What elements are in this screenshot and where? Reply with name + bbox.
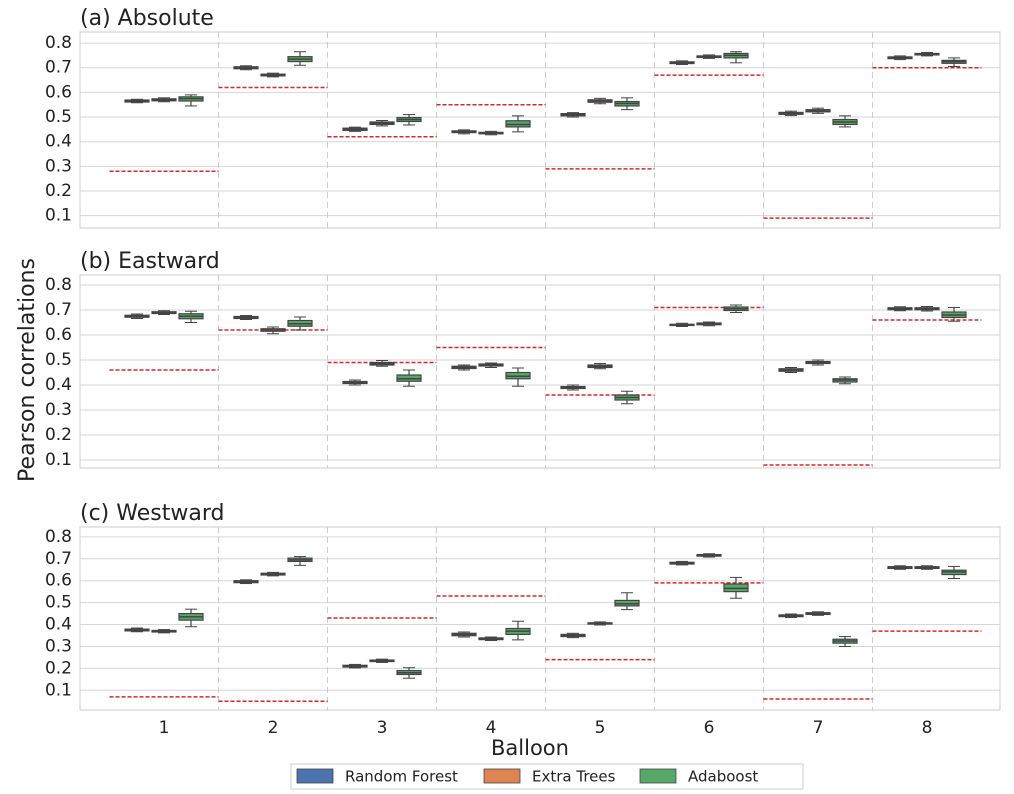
y-tick-label: 0.1	[45, 206, 72, 226]
panel-title: (c) Westward	[80, 501, 224, 526]
legend: Random Forest Extra Trees Adaboost	[290, 763, 804, 790]
x-tick-label: 7	[813, 718, 824, 738]
y-tick-label: 0.3	[45, 636, 72, 656]
legend-swatch	[483, 768, 521, 784]
y-tick-label: 0.8	[45, 527, 72, 547]
y-tick-label: 0.7	[45, 549, 72, 569]
y-tick-label: 0.7	[45, 300, 72, 320]
legend-swatch	[296, 768, 334, 784]
y-tick-label: 0.4	[45, 615, 72, 635]
x-tick-label: 6	[704, 718, 715, 738]
y-tick-label: 0.3	[45, 400, 72, 420]
x-tick-label: 2	[268, 718, 279, 738]
y-tick-label: 0.8	[45, 33, 72, 53]
panel-title: (b) Eastward	[80, 249, 220, 274]
x-tick-label: 1	[159, 718, 170, 738]
panel-title: (a) Absolute	[80, 6, 214, 31]
y-tick-label: 0.7	[45, 58, 72, 78]
y-tick-label: 0.1	[45, 680, 72, 700]
legend-label: Random Forest	[345, 768, 458, 786]
plot-frame	[79, 274, 1001, 469]
x-tick-label: 5	[595, 718, 606, 738]
y-tick-label: 0.3	[45, 156, 72, 176]
y-tick-label: 0.4	[45, 132, 72, 152]
y-tick-label: 0.2	[45, 181, 72, 201]
y-tick-label: 0.1	[45, 450, 72, 470]
x-axis-label: Balloon	[491, 736, 569, 760]
plot-frame	[79, 31, 1001, 229]
y-axis-label: Pearson correlations	[15, 258, 40, 482]
y-tick-label: 0.6	[45, 325, 72, 345]
y-tick-label: 0.2	[45, 425, 72, 445]
x-tick-label: 8	[922, 718, 933, 738]
legend-label: Extra Trees	[532, 768, 616, 786]
y-tick-label: 0.6	[45, 82, 72, 102]
y-tick-label: 0.2	[45, 658, 72, 678]
x-tick-label: 3	[377, 718, 388, 738]
y-tick-label: 0.8	[45, 275, 72, 295]
y-tick-label: 0.4	[45, 375, 72, 395]
y-tick-label: 0.5	[45, 593, 72, 613]
y-tick-label: 0.5	[45, 107, 72, 127]
plot-frame	[79, 526, 1001, 711]
y-tick-label: 0.5	[45, 350, 72, 370]
x-tick-label: 4	[486, 718, 497, 738]
legend-swatch	[639, 768, 677, 784]
legend-frame	[290, 763, 804, 790]
legend-label: Adaboost	[688, 768, 758, 786]
y-tick-label: 0.6	[45, 571, 72, 591]
